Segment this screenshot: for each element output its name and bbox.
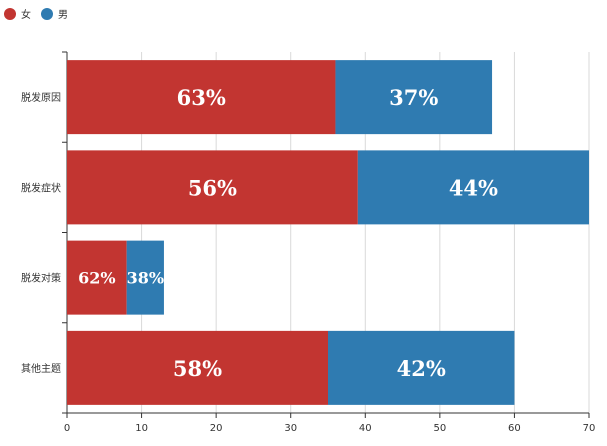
y-category-label: 脱发原因 [21,91,61,104]
bar-data-label: 58% [173,356,222,381]
bar-data-label: 37% [389,85,438,110]
bar-data-label: 44% [449,175,498,200]
legend: 女 男 [4,6,78,21]
x-tick-label: 10 [135,423,148,434]
bar-female [67,240,127,315]
x-tick-label: 20 [210,423,223,434]
bar-data-label: 62% [78,269,115,288]
x-tick-label: 30 [284,423,297,434]
bar-data-label: 38% [127,269,164,288]
y-category-label: 其他主题 [21,362,61,375]
x-tick-label: 0 [64,423,70,434]
bar-data-label: 42% [397,356,446,381]
legend-item-male[interactable]: 男 [41,6,68,21]
legend-label-female: 女 [21,10,31,21]
x-tick-label: 40 [359,423,372,434]
y-category-label: 脱发症状 [21,181,61,194]
legend-swatch-male [41,7,53,20]
x-tick-label: 70 [583,423,596,434]
x-tick-label: 60 [508,423,521,434]
x-tick-label: 50 [433,423,446,434]
bar-male [357,150,589,225]
legend-item-female[interactable]: 女 [4,6,31,21]
bar-male [328,330,515,405]
legend-swatch-female [4,7,16,20]
bar-male [335,60,493,135]
bar-male [126,240,164,315]
legend-label-male: 男 [58,10,68,21]
bar-female [67,150,358,225]
y-category-label: 脱发对策 [21,272,61,285]
bar-female [67,330,328,405]
bar-female [67,60,336,135]
bar-data-label: 63% [177,85,226,110]
bar-data-label: 56% [188,175,237,200]
